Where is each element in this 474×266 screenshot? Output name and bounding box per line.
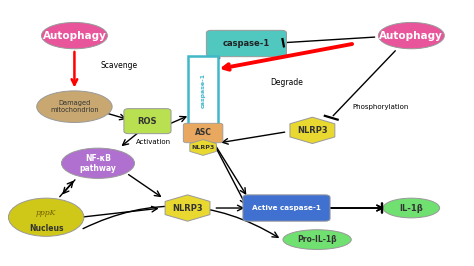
- Text: Scavenge: Scavenge: [100, 61, 137, 70]
- FancyBboxPatch shape: [124, 109, 171, 134]
- Text: Pro-IL-1β: Pro-IL-1β: [297, 235, 337, 244]
- Text: NF-κB
pathway: NF-κB pathway: [80, 153, 117, 173]
- Text: pppK: pppK: [36, 209, 56, 217]
- Ellipse shape: [378, 22, 444, 49]
- Text: Activation: Activation: [136, 139, 171, 145]
- Text: Nucleus: Nucleus: [29, 224, 64, 233]
- Text: Active caspase-1: Active caspase-1: [252, 205, 321, 211]
- Ellipse shape: [9, 198, 84, 236]
- Text: NLRP3: NLRP3: [172, 203, 203, 213]
- Text: caspase-1: caspase-1: [223, 39, 270, 48]
- Polygon shape: [165, 195, 210, 221]
- Polygon shape: [190, 140, 216, 155]
- Ellipse shape: [62, 148, 135, 178]
- Text: IL-1β: IL-1β: [400, 203, 423, 213]
- FancyBboxPatch shape: [243, 195, 330, 221]
- Text: Degrade: Degrade: [270, 78, 303, 88]
- Text: Autophagy: Autophagy: [43, 31, 106, 41]
- Text: NLRP3: NLRP3: [191, 145, 215, 150]
- Text: Phosphorylation: Phosphorylation: [353, 104, 409, 110]
- Text: Damaged
mitochondrion: Damaged mitochondrion: [50, 100, 99, 113]
- Text: ROS: ROS: [138, 117, 157, 126]
- Text: Autophagy: Autophagy: [379, 31, 443, 41]
- FancyBboxPatch shape: [206, 30, 286, 57]
- Ellipse shape: [383, 198, 439, 218]
- Polygon shape: [290, 117, 335, 144]
- Text: caspase-1: caspase-1: [201, 73, 206, 109]
- Text: NLRP3: NLRP3: [297, 126, 328, 135]
- FancyBboxPatch shape: [183, 123, 223, 143]
- Ellipse shape: [41, 22, 108, 49]
- Ellipse shape: [36, 91, 112, 122]
- Text: ASC: ASC: [195, 128, 211, 138]
- FancyBboxPatch shape: [189, 56, 218, 136]
- Ellipse shape: [283, 230, 351, 250]
